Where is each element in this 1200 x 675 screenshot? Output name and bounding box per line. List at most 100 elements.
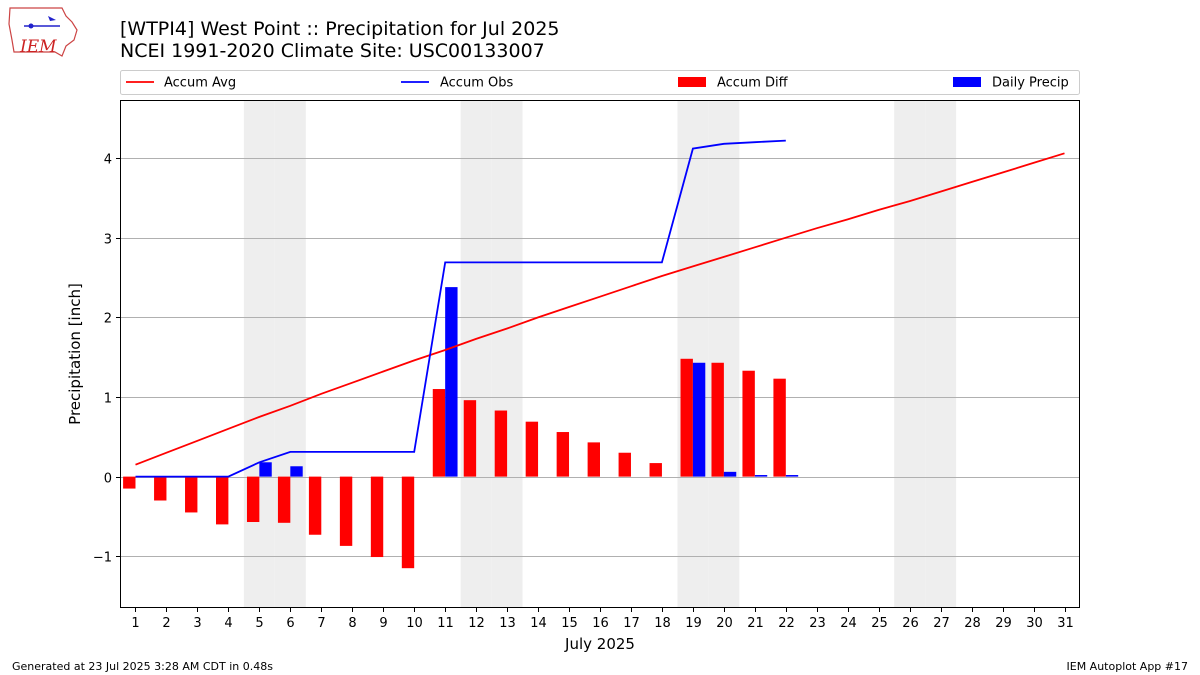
daily-precip-bar — [290, 466, 303, 477]
iowa-outline-icon — [8, 7, 78, 57]
weekend-band — [491, 100, 523, 608]
x-tick-label: 24 — [840, 616, 857, 631]
daily-precip-bar — [754, 475, 768, 477]
legend-swatch-daily-precip — [953, 77, 981, 87]
footer-app: IEM Autoplot App #17 — [1066, 660, 1189, 673]
x-tick-label: 2 — [162, 616, 170, 631]
x-tick-label: 20 — [716, 616, 733, 631]
accum-diff-bar — [649, 463, 662, 477]
weekend-band — [677, 100, 709, 608]
daily-precip-bar — [723, 471, 737, 477]
y-axis-label: Precipitation [inch] — [66, 283, 84, 425]
daily-precip-bar — [445, 287, 458, 477]
accum-diff-bar — [185, 476, 198, 513]
x-tick-label: 29 — [995, 616, 1012, 631]
x-tick-label: 18 — [654, 616, 671, 631]
accum-diff-bar — [246, 476, 260, 523]
x-tick-label: 14 — [530, 616, 547, 631]
weekend-band — [243, 100, 275, 608]
daily-precip-bar — [259, 462, 272, 477]
x-tick-label: 6 — [286, 616, 294, 631]
accum-diff-bar — [618, 452, 631, 477]
y-tick-label: 1 — [104, 392, 112, 407]
y-tick-label: 4 — [104, 153, 112, 168]
y-tick-label: 2 — [104, 312, 112, 327]
weekend-band — [460, 100, 492, 608]
accum-diff-bar — [123, 476, 136, 489]
legend-box — [120, 70, 1080, 95]
plot-frame — [120, 100, 1080, 608]
bars — [123, 287, 799, 569]
footer-generated: Generated at 23 Jul 2025 3:28 AM CDT in … — [12, 660, 273, 673]
x-tick-label: 28 — [964, 616, 981, 631]
x-tick-label: 23 — [809, 616, 826, 631]
accum-diff-bar — [216, 476, 229, 525]
iem-logo: IEM — [8, 7, 78, 57]
x-tick-label: 21 — [747, 616, 764, 631]
x-tick-label: 8 — [348, 616, 356, 631]
accum-obs-line — [135, 139, 786, 478]
series-lines — [135, 139, 1065, 478]
accum-diff-bar — [277, 476, 291, 523]
x-tick-label: 30 — [1026, 616, 1043, 631]
x-tick-label: 5 — [255, 616, 263, 631]
accum-diff-bar — [680, 358, 693, 477]
x-tick-label: 12 — [468, 616, 485, 631]
x-tick-label: 9 — [379, 616, 387, 631]
accum-diff-bar — [773, 378, 786, 477]
y-axis-ticks: −1 0 1 2 3 4 — [93, 153, 120, 566]
accum-diff-bar — [711, 362, 724, 477]
x-tick-label: 7 — [317, 616, 325, 631]
x-tick-label: 27 — [933, 616, 950, 631]
accum-diff-bar — [494, 410, 508, 477]
weekend-band — [894, 100, 926, 608]
y-tick-label: 3 — [104, 233, 112, 248]
x-tick-label: 4 — [224, 616, 232, 631]
x-tick-label: 26 — [902, 616, 919, 631]
y-tick-label: −1 — [93, 551, 112, 566]
accum-diff-bar — [742, 370, 755, 477]
accum-diff-bar — [432, 389, 446, 477]
accum-diff-bar — [463, 400, 477, 477]
x-tick-label: 13 — [499, 616, 516, 631]
x-tick-label: 15 — [561, 616, 578, 631]
weekend-band — [925, 100, 957, 608]
x-axis-label: July 2025 — [564, 635, 635, 653]
legend: Accum Avg Accum Obs Accum Diff Daily Pre… — [120, 70, 1080, 95]
x-tick-label: 3 — [193, 616, 201, 631]
accum-diff-bar — [339, 476, 353, 546]
x-tick-label: 19 — [685, 616, 702, 631]
y-tick-label: 0 — [104, 472, 112, 487]
accum-diff-bar — [556, 432, 570, 477]
accum-avg-line — [135, 152, 1065, 466]
x-axis-ticks: 1 2 3 4 5 6 7 8 9 10 11 12 13 14 15 16 17 18 19 20 21 22 23 24 2… — [131, 608, 1074, 631]
x-tick-label: 1 — [131, 616, 139, 631]
x-tick-label: 22 — [778, 616, 795, 631]
legend-label-accum-diff: Accum Diff — [717, 76, 789, 91]
weekend-shading — [243, 100, 957, 608]
legend-label-accum-obs: Accum Obs — [440, 76, 513, 91]
weekend-band — [274, 100, 306, 608]
weekend-band — [708, 100, 740, 608]
logo-text: IEM — [19, 37, 57, 57]
legend-label-daily-precip: Daily Precip — [992, 76, 1069, 91]
accum-diff-bar — [587, 442, 600, 477]
legend-swatch-accum-diff — [678, 77, 706, 87]
daily-precip-bar — [692, 362, 706, 477]
accum-diff-bar — [370, 476, 384, 558]
legend-label-accum-avg: Accum Avg — [164, 76, 236, 91]
x-tick-label: 16 — [592, 616, 609, 631]
accum-diff-bar — [154, 476, 167, 501]
accum-diff-bar — [401, 476, 415, 569]
accum-diff-bar — [525, 421, 539, 477]
chart-subtitle: NCEI 1991-2020 Climate Site: USC00133007 — [120, 40, 545, 62]
chart-title: [WTPI4] West Point :: Precipitation for … — [120, 18, 560, 40]
accum-diff-bar — [308, 476, 322, 535]
x-tick-label: 25 — [871, 616, 888, 631]
daily-precip-bar — [785, 475, 799, 477]
x-tick-label: 11 — [437, 616, 454, 631]
x-tick-label: 31 — [1057, 616, 1074, 631]
x-tick-label: 17 — [623, 616, 640, 631]
x-tick-label: 10 — [406, 616, 423, 631]
